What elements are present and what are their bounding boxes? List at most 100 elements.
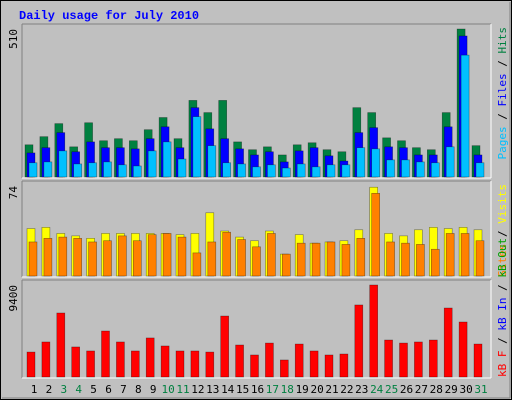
bar	[294, 343, 304, 378]
bar	[369, 284, 379, 378]
x-tick-label: 3	[60, 383, 67, 396]
x-tick-label: 14	[221, 383, 235, 396]
bar	[88, 241, 97, 277]
x-tick-label: 27	[415, 383, 428, 396]
x-tick-label: 10	[161, 383, 174, 396]
x-tick-label: 20	[310, 383, 323, 396]
bar	[222, 162, 231, 178]
bar	[147, 234, 157, 277]
x-tick-label: 5	[90, 383, 97, 396]
bar	[445, 233, 455, 277]
bar	[309, 350, 319, 378]
y-tick-label: 74	[7, 186, 20, 200]
bar	[265, 342, 274, 378]
bar	[279, 359, 289, 378]
bar	[267, 164, 276, 178]
bar	[43, 161, 53, 178]
legend-separator: /	[496, 224, 509, 244]
x-tick-label: 6	[105, 383, 112, 396]
y-tick-label: 510	[7, 29, 20, 49]
x-tick-label: 18	[281, 383, 294, 396]
bar	[162, 141, 172, 178]
bar	[56, 312, 66, 378]
legend-entry: kB Out	[496, 238, 509, 278]
bar	[207, 241, 217, 277]
bar	[118, 164, 127, 178]
bar	[430, 162, 440, 178]
bar	[252, 166, 261, 178]
legend-separator: /	[496, 54, 509, 74]
bar	[460, 233, 470, 277]
bar	[88, 162, 97, 178]
bar	[43, 237, 53, 277]
bar	[281, 167, 291, 178]
bar	[58, 236, 68, 277]
bar	[326, 241, 336, 277]
bar	[116, 341, 125, 378]
bar	[356, 147, 366, 178]
bar	[401, 242, 410, 277]
bar	[430, 248, 440, 277]
x-tick-label: 29	[445, 383, 458, 396]
x-tick-label: 25	[385, 383, 398, 396]
bar	[41, 341, 51, 378]
bar	[296, 242, 306, 277]
x-tick-label: 21	[325, 383, 338, 396]
bar	[341, 244, 351, 277]
bar	[339, 353, 349, 378]
bar	[73, 237, 82, 277]
bar	[71, 346, 80, 378]
bar	[207, 145, 217, 178]
bar	[414, 341, 423, 378]
legend-entry: kB F	[496, 351, 509, 378]
bar	[190, 350, 200, 378]
bar	[86, 350, 95, 378]
bar	[192, 252, 202, 277]
bar	[145, 337, 155, 378]
bar	[473, 343, 483, 378]
bar	[341, 164, 351, 178]
bar	[296, 163, 306, 178]
legend-entry: Sites	[496, 244, 509, 277]
bar	[118, 235, 127, 277]
bar	[175, 350, 185, 378]
bar	[133, 240, 142, 277]
x-tick-label: 4	[75, 383, 82, 396]
legend: kB F / kB In / kB Out	[496, 238, 509, 377]
bar	[222, 231, 231, 277]
bar	[416, 161, 425, 178]
bar	[205, 351, 215, 378]
bar	[235, 344, 244, 378]
bar	[416, 244, 425, 277]
bar	[73, 163, 82, 178]
bar	[386, 159, 395, 178]
legend-separator: /	[496, 278, 509, 298]
legend: Sites / Visits	[496, 184, 509, 277]
bar	[160, 345, 170, 378]
x-tick-label: 23	[355, 383, 368, 396]
chart-title: Daily usage for July 2010	[19, 9, 199, 23]
x-tick-label: 16	[251, 383, 264, 396]
legend-entry: Files	[496, 73, 509, 106]
bar	[445, 146, 455, 178]
x-tick-label: 1	[31, 383, 38, 396]
bar	[443, 307, 453, 378]
bar	[220, 315, 229, 378]
bar	[354, 304, 364, 378]
bar	[384, 339, 393, 378]
bar	[281, 253, 291, 277]
bar	[177, 158, 187, 178]
x-tick-label: 28	[430, 383, 443, 396]
x-tick-label: 26	[400, 383, 413, 396]
bar	[177, 236, 187, 277]
bar	[133, 165, 142, 178]
bar	[460, 54, 470, 178]
bar	[386, 241, 395, 277]
legend-separator: /	[496, 331, 509, 351]
legend-entry: Pages	[496, 126, 509, 159]
x-tick-label: 9	[150, 383, 157, 396]
bar	[356, 237, 366, 277]
bar	[475, 162, 485, 178]
